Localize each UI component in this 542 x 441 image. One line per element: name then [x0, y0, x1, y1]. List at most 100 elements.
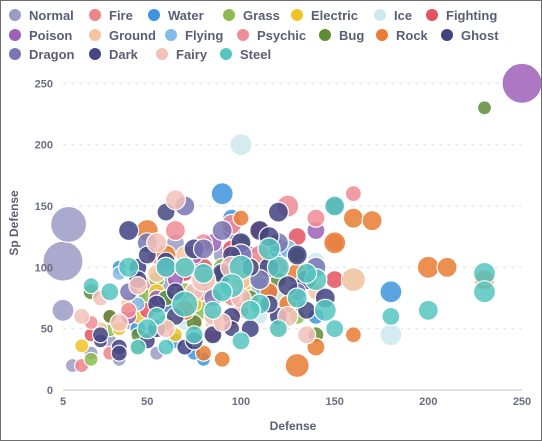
point-dark[interactable]	[93, 327, 109, 343]
point-bug[interactable]	[478, 101, 492, 115]
legend-swatch-psychic	[237, 29, 249, 41]
legend-swatch-rock	[376, 29, 388, 41]
x-tick-label: 50	[141, 396, 153, 408]
y-tick-label: 200	[35, 140, 53, 152]
point-water[interactable]	[211, 183, 233, 205]
data-points	[43, 63, 541, 377]
point-steel[interactable]	[297, 263, 317, 283]
legend-swatch-steel	[220, 48, 232, 60]
point-dragon[interactable]	[194, 239, 214, 259]
legend-swatch-bug	[319, 29, 331, 41]
point-steel[interactable]	[325, 196, 345, 216]
point-poison[interactable]	[502, 63, 541, 103]
point-ghost[interactable]	[119, 221, 139, 241]
point-dark[interactable]	[111, 345, 127, 361]
legend-swatch-poison	[9, 29, 21, 41]
legend-swatch-fighting	[426, 9, 438, 21]
point-steel[interactable]	[212, 282, 232, 302]
point-steel[interactable]	[232, 332, 250, 350]
point-fairy[interactable]	[74, 308, 90, 324]
legend-swatch-grass	[223, 9, 235, 21]
x-tick-label: 5	[60, 396, 66, 408]
point-steel[interactable]	[240, 300, 260, 320]
point-ice[interactable]	[380, 324, 402, 346]
y-tick-label: 50	[41, 324, 53, 336]
point-fairy[interactable]	[147, 233, 167, 253]
legend-swatch-normal	[9, 9, 21, 21]
point-steel[interactable]	[269, 320, 287, 338]
point-normal[interactable]	[43, 241, 83, 281]
point-rock[interactable]	[285, 354, 309, 378]
point-psychic[interactable]	[345, 186, 361, 202]
point-steel[interactable]	[382, 307, 400, 325]
point-grass[interactable]	[84, 352, 98, 366]
point-steel[interactable]	[156, 257, 176, 277]
point-steel[interactable]	[175, 257, 195, 277]
point-steel[interactable]	[418, 300, 438, 320]
legend-label-water: Water	[168, 8, 204, 23]
point-ground[interactable]	[341, 268, 365, 292]
point-steel[interactable]	[172, 291, 198, 317]
point-rock[interactable]	[214, 351, 230, 367]
point-steel[interactable]	[194, 263, 214, 283]
legend-label-bug: Bug	[339, 28, 364, 43]
point-rock[interactable]	[437, 257, 457, 277]
point-steel[interactable]	[185, 326, 203, 344]
legend-label-rock: Rock	[396, 28, 429, 43]
point-fairy[interactable]	[165, 190, 185, 210]
y-tick-label: 150	[35, 201, 53, 213]
legend-label-flying: Flying	[185, 28, 223, 43]
legend-label-grass: Grass	[243, 8, 280, 23]
point-rock[interactable]	[417, 256, 439, 278]
legend-swatch-fairy	[156, 48, 168, 60]
legend-label-steel: Steel	[240, 47, 271, 62]
point-rock[interactable]	[345, 327, 361, 343]
point-normal[interactable]	[51, 206, 87, 242]
point-psychic[interactable]	[307, 209, 325, 227]
x-tick-label: 250	[513, 396, 531, 408]
point-rock[interactable]	[362, 211, 382, 231]
point-ghost[interactable]	[268, 202, 288, 222]
point-ghost[interactable]	[287, 245, 307, 265]
point-steel[interactable]	[119, 257, 139, 277]
point-fairy[interactable]	[129, 277, 147, 295]
x-tick-label: 150	[325, 396, 343, 408]
y-tick-label: 100	[35, 262, 53, 274]
point-dragon[interactable]	[212, 221, 232, 241]
point-water[interactable]	[380, 281, 402, 303]
point-normal[interactable]	[52, 299, 74, 321]
legend-label-ground: Ground	[109, 28, 156, 43]
legend: Normal Fire Water Grass Electric Ice FightingP…	[9, 8, 499, 62]
point-steel[interactable]	[130, 339, 146, 355]
legend-label-dragon: Dragon	[29, 47, 75, 62]
point-steel[interactable]	[101, 283, 119, 301]
point-steel[interactable]	[326, 320, 344, 338]
x-tick-label: 100	[232, 396, 250, 408]
point-rock[interactable]	[233, 210, 249, 226]
point-steel[interactable]	[314, 299, 336, 321]
point-rock[interactable]	[343, 208, 363, 228]
legend-label-electric: Electric	[311, 8, 358, 23]
point-steel[interactable]	[158, 339, 174, 355]
legend-label-ghost: Ghost	[461, 28, 499, 43]
y-tick-label: 250	[35, 78, 53, 90]
legend-label-fire: Fire	[109, 8, 133, 23]
point-steel[interactable]	[258, 238, 280, 260]
point-fairy[interactable]	[298, 326, 316, 344]
point-psychic[interactable]	[165, 221, 185, 241]
y-tick-label: 0	[47, 385, 53, 397]
point-steel[interactable]	[474, 281, 496, 303]
legend-swatch-ghost	[441, 29, 453, 41]
legend-label-ice: Ice	[394, 8, 412, 23]
point-steel[interactable]	[83, 278, 99, 294]
legend-label-fairy: Fairy	[176, 47, 208, 62]
point-steel[interactable]	[204, 301, 222, 319]
x-tick-label: 200	[419, 396, 437, 408]
point-steel[interactable]	[287, 288, 307, 308]
point-steel[interactable]	[137, 319, 157, 339]
point-rock[interactable]	[324, 232, 346, 254]
point-ice[interactable]	[230, 134, 252, 156]
point-fairy[interactable]	[110, 314, 128, 332]
